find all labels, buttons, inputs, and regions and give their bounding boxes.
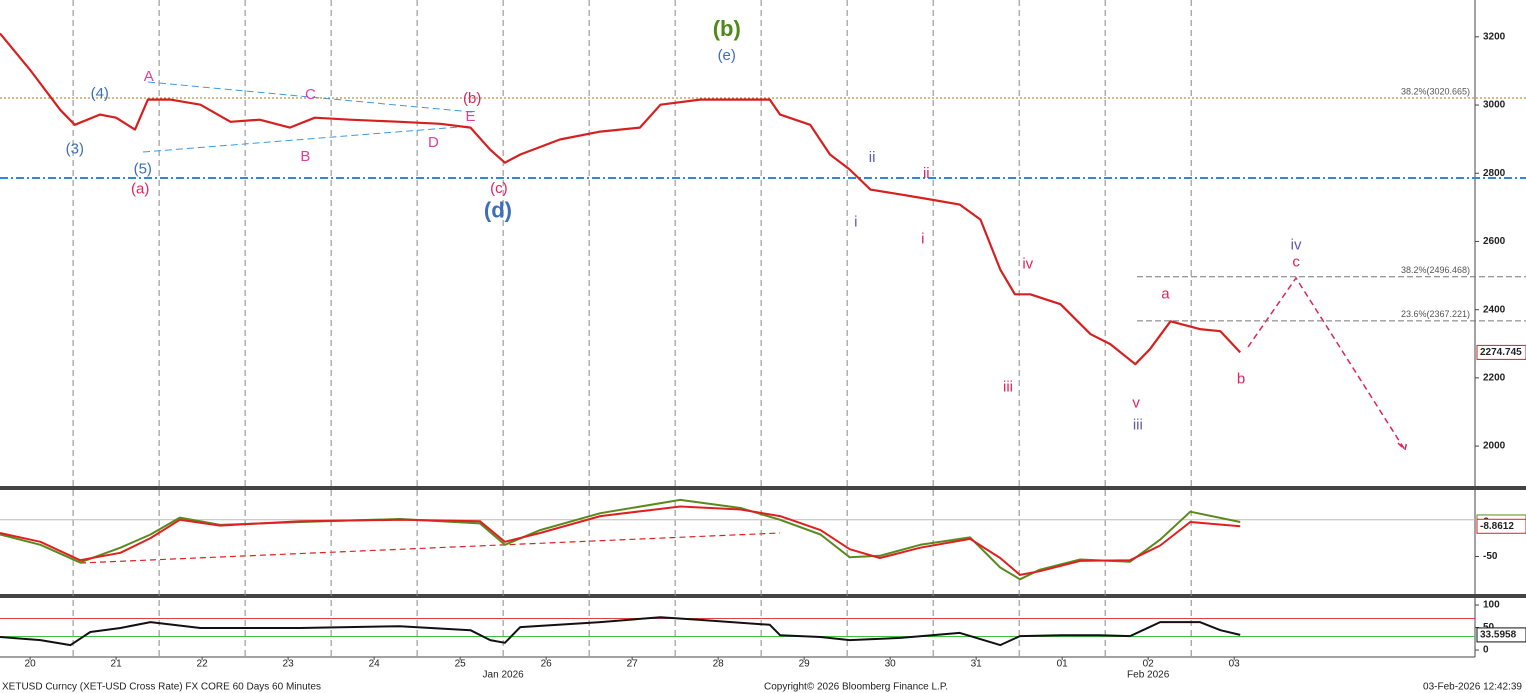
- x-tick-label: 30: [885, 659, 897, 670]
- wave-label: iii: [1003, 378, 1013, 395]
- month-label: Jan 2026: [483, 670, 525, 681]
- x-tick-label: 27: [627, 659, 639, 670]
- wave-label: D: [428, 134, 439, 151]
- x-tick-label: 02: [1143, 659, 1155, 670]
- wave-label: (b): [463, 90, 481, 107]
- y-tick-label: 2000: [1483, 441, 1506, 452]
- y-tick-label: 3200: [1483, 31, 1506, 42]
- footer-center: Copyright© 2026 Bloomberg Finance L.P.: [764, 682, 948, 693]
- wave-label: B: [300, 148, 310, 165]
- wave-label: c: [1292, 254, 1300, 271]
- wave-label: iii: [1133, 416, 1143, 433]
- x-tick-label: 29: [799, 659, 811, 670]
- x-tick-label: 20: [25, 659, 37, 670]
- y-tick-label: 3000: [1483, 100, 1506, 111]
- x-tick-label: 21: [111, 659, 123, 670]
- wave-label: iv: [1022, 256, 1033, 273]
- wave-label: (c): [490, 180, 508, 197]
- fib-label: 38.2%(3020.665): [1401, 86, 1470, 96]
- last-value-box: [1476, 627, 1526, 643]
- last-value-box: [1476, 344, 1526, 360]
- divergence-line: [79, 532, 781, 564]
- last-value-label: -8.8612: [1480, 521, 1514, 532]
- y-tick-label: 0: [1483, 645, 1489, 656]
- x-tick-label: 28: [713, 659, 725, 670]
- footer-left: XETUSD Curncy (XET-USD Cross Rate) FX CO…: [2, 682, 321, 693]
- wave-label: (3): [66, 141, 84, 158]
- wave-label: i: [854, 214, 857, 231]
- wave-label: ii: [869, 149, 876, 166]
- wave-label: iv: [1291, 237, 1302, 254]
- wave-label: i: [921, 230, 924, 247]
- wave-label: a: [1161, 285, 1170, 302]
- wave-label: (a): [131, 181, 149, 198]
- month-label: Feb 2026: [1127, 670, 1170, 681]
- series-line: [0, 498, 1241, 581]
- x-tick-label: 23: [283, 659, 295, 670]
- wave-label: (e): [718, 47, 736, 64]
- fib-label: 23.6%(2367.221): [1401, 309, 1470, 319]
- wave-label: E: [465, 108, 475, 125]
- wave-label: (d): [484, 198, 512, 223]
- x-tick-label: 01: [1057, 659, 1069, 670]
- x-tick-label: 03: [1229, 659, 1241, 670]
- x-tick-label: 24: [369, 659, 381, 670]
- footer-right: 03-Feb-2026 12:42:39: [1423, 682, 1522, 693]
- wave-label: C: [305, 86, 316, 103]
- panel-separator: [0, 486, 1526, 490]
- wave-label: (5): [134, 160, 152, 177]
- x-tick-label: 22: [197, 659, 209, 670]
- last-value-label: 33.5958: [1480, 630, 1517, 641]
- y-tick-label: 2800: [1483, 168, 1506, 179]
- wave-label: ii: [923, 165, 930, 182]
- y-tick-label: -50: [1483, 551, 1498, 562]
- series-line: [0, 616, 1241, 647]
- wave-label: v: [1132, 394, 1140, 411]
- last-value-box: [1476, 518, 1526, 534]
- y-tick-label: 100: [1483, 600, 1500, 611]
- x-tick-label: 31: [971, 659, 983, 670]
- wave-label: b: [1237, 371, 1245, 388]
- x-tick-label: 26: [541, 659, 553, 670]
- wave-label: A: [144, 68, 154, 85]
- wave-label: (b): [713, 16, 741, 41]
- panel-separator: [0, 594, 1526, 598]
- series-line: [0, 32, 1242, 366]
- last-value-label: 2274.745: [1480, 347, 1522, 358]
- fib-label: 38.2%(2496.468): [1401, 265, 1470, 275]
- x-tick-label: 25: [455, 659, 467, 670]
- y-tick-label: 2200: [1483, 373, 1506, 384]
- series-line: [0, 505, 1241, 576]
- y-tick-label: 2400: [1483, 304, 1506, 315]
- wave-label: (4): [91, 85, 109, 102]
- y-tick-label: 2600: [1483, 236, 1506, 247]
- projection-path: [1247, 276, 1408, 452]
